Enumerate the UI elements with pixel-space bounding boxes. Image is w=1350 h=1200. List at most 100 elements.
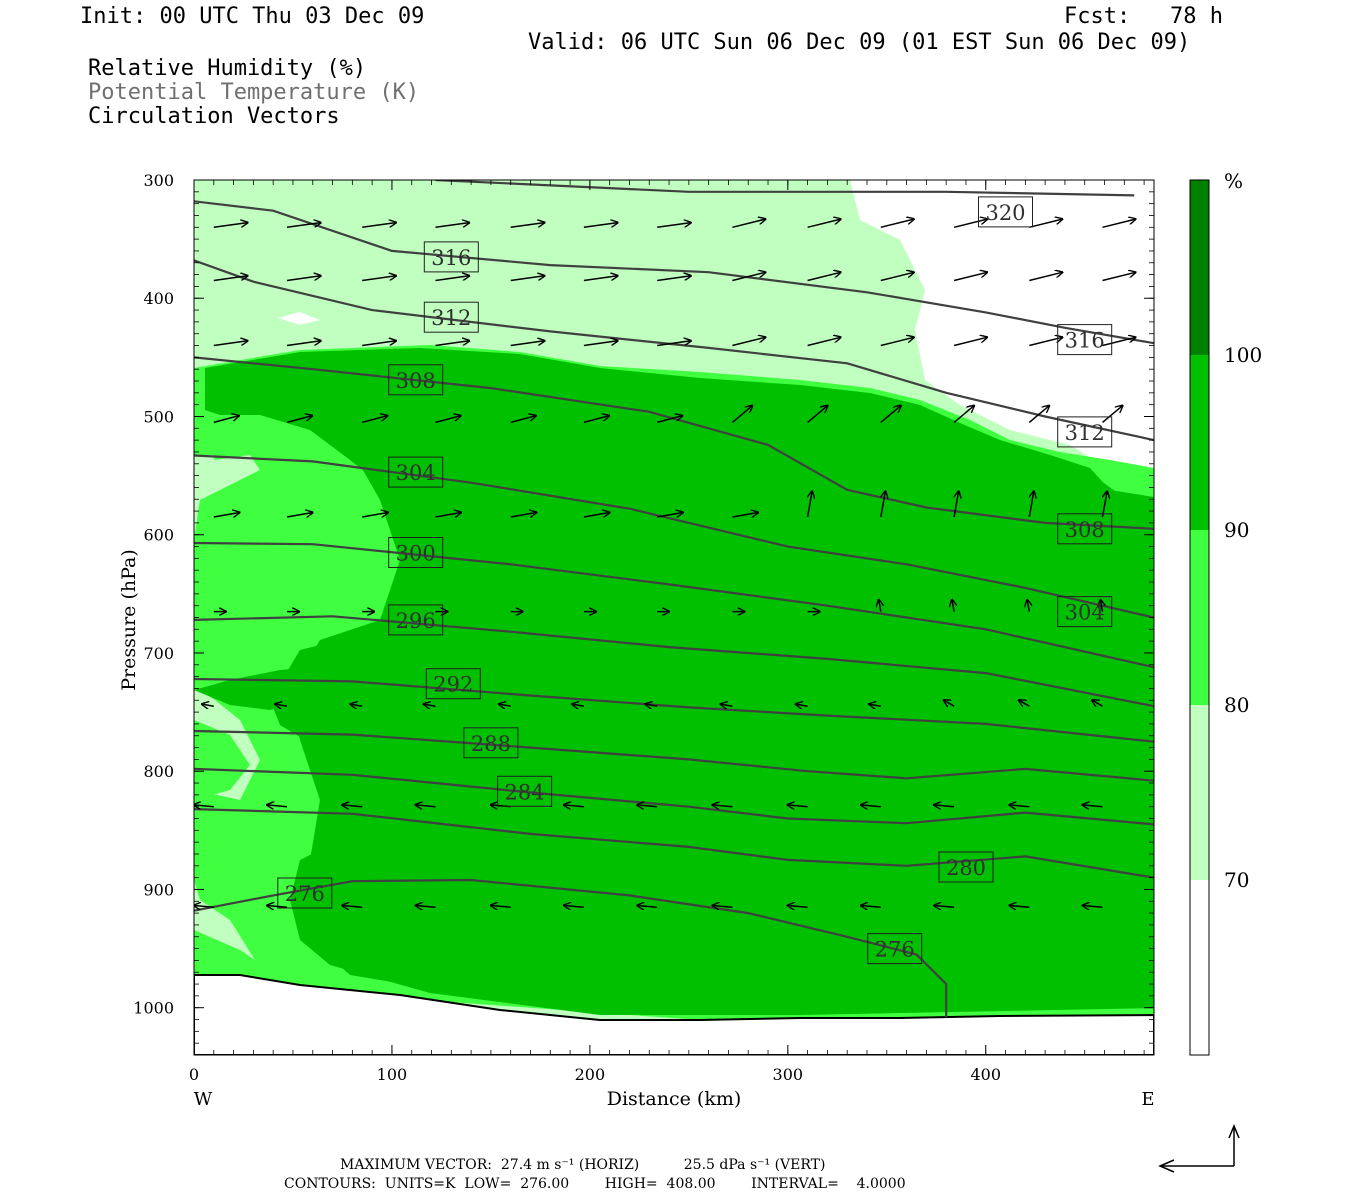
- colorbar-level-70: 70: [1224, 868, 1249, 892]
- vector-arrow: [510, 416, 536, 424]
- vector-arrow: [657, 341, 691, 347]
- vector-arrow: [880, 272, 914, 282]
- contour-info: CONTOURS: UNITS=K LOW= 276.00 HIGH= 408.…: [284, 1176, 906, 1192]
- vector-arrow: [657, 416, 682, 424]
- vector-arrow: [491, 906, 511, 908]
- vector-arrow: [713, 805, 733, 807]
- colorbar-unit: %: [1224, 169, 1243, 193]
- vector-arrow: [583, 223, 618, 229]
- vector-arrow: [1083, 805, 1103, 807]
- vector-arrow: [1101, 600, 1103, 612]
- vector-arrow: [362, 341, 396, 347]
- vector-arrow: [1102, 406, 1123, 423]
- vector-arrow: [572, 704, 585, 706]
- contour-label: 316: [1065, 329, 1105, 353]
- contour-label-box: [867, 933, 923, 965]
- contour-label: 288: [471, 732, 511, 756]
- colorbar-level-90: 90: [1224, 518, 1249, 542]
- contour-label-box: [1057, 513, 1113, 545]
- vector-arrow: [953, 272, 987, 282]
- vector-arrow: [806, 491, 813, 518]
- vector-arrow: [861, 805, 881, 807]
- contour-label-box: [423, 301, 479, 333]
- vector-arrow: [880, 491, 886, 518]
- contour-label: 304: [396, 461, 436, 485]
- vector-arrow: [510, 513, 537, 518]
- humidity-shading: [194, 180, 1154, 1055]
- vector-arrow: [583, 416, 609, 424]
- contour-label-box: [388, 604, 444, 636]
- theta-contour-300: [194, 541, 1154, 669]
- vector-arrow: [286, 276, 321, 282]
- vector-arrow: [213, 341, 248, 347]
- rh-80-pocket: [194, 720, 250, 800]
- vector-arrow: [953, 337, 987, 347]
- vector-arrow: [564, 805, 584, 807]
- contour-label: 304: [1065, 601, 1105, 625]
- vector-arrow: [499, 704, 511, 706]
- vector-arrow: [657, 513, 683, 518]
- contour-label-box: [938, 851, 994, 883]
- vector-arrow: [435, 276, 470, 282]
- contour-label: 320: [985, 201, 1025, 225]
- rh-70-hole: [278, 312, 320, 325]
- colorbar-swatch-100: [1190, 180, 1209, 355]
- vector-arrow: [637, 805, 658, 807]
- vector-arrow: [796, 704, 808, 706]
- vector-arrow: [721, 704, 733, 706]
- contour-label-box: [388, 537, 444, 568]
- theta-contour-288: [194, 729, 1154, 782]
- vector-arrow: [1029, 219, 1062, 229]
- vector-arrow: [1102, 337, 1136, 347]
- vector-arrow: [807, 337, 841, 347]
- y-axis-label: Pressure (hPa): [118, 549, 140, 691]
- vector-arrow: [267, 906, 288, 908]
- vector-arrow: [286, 341, 321, 347]
- vector-arrow: [194, 906, 214, 908]
- vector-arrow: [1009, 906, 1030, 908]
- contour-label-box: [1057, 596, 1113, 628]
- title-circulation-vectors: Circulation Vectors: [88, 104, 340, 129]
- contour-label-box: [463, 727, 519, 759]
- vector-arrow: [880, 219, 914, 229]
- contour-label-box: [388, 456, 444, 488]
- vector-arrow: [657, 223, 691, 229]
- vector-arrow: [732, 219, 765, 229]
- vector-arrow: [416, 805, 436, 807]
- vector-arrow: [1102, 272, 1136, 282]
- vector-arrow: [1028, 491, 1034, 518]
- vector-arrow: [435, 341, 470, 347]
- vector-arrow: [510, 341, 545, 347]
- contour-label-box: [497, 775, 553, 807]
- theta-contour-292: [194, 677, 1154, 743]
- vector-arrow: [213, 513, 240, 518]
- vector-arrow: [286, 223, 321, 229]
- vector-arrow: [1029, 272, 1062, 282]
- theta-contour-304: [194, 454, 1154, 619]
- contour-label-box: [1057, 416, 1113, 448]
- theta-contour-296: [194, 615, 1154, 708]
- contour-label: 312: [431, 306, 471, 330]
- title-potential-temperature: Potential Temperature (K): [88, 80, 420, 105]
- vector-arrow: [880, 337, 914, 347]
- contour-label: 280: [946, 856, 986, 880]
- contour-labels: 320 316 312 316 308 312 304 308 300 304 296 292 288 2…: [277, 196, 1113, 965]
- vector-arrow: [934, 805, 955, 807]
- reference-vector: [1158, 1124, 1240, 1173]
- vector-arrow: [637, 906, 658, 908]
- contour-label-box: [1057, 324, 1113, 356]
- circulation-vectors: [194, 219, 1136, 907]
- vector-arrow: [934, 906, 955, 908]
- vector-arrow: [362, 416, 387, 424]
- colorbar: % 100 90 80 70: [1189, 169, 1262, 1056]
- theta-contour-276: [194, 878, 948, 1018]
- y-tick-label: 500: [143, 407, 174, 426]
- vector-arrow: [342, 906, 363, 908]
- vector-arrow: [944, 700, 955, 706]
- vector-arrow: [657, 276, 691, 282]
- vector-arrow: [953, 491, 959, 518]
- vector-arrow: [350, 704, 363, 706]
- vector-arrow: [788, 906, 808, 908]
- vector-arrow: [416, 906, 436, 908]
- contour-label: 292: [433, 673, 473, 697]
